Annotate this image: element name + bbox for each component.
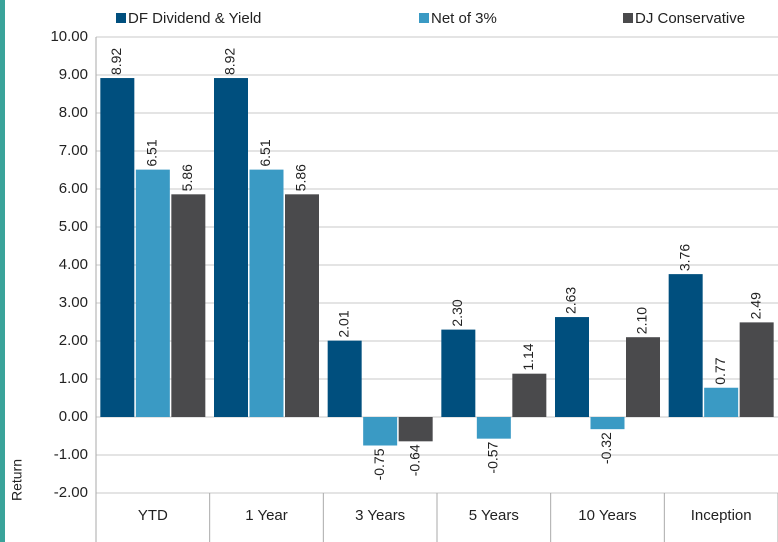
bar <box>171 194 206 417</box>
data-label: -0.32 <box>598 432 614 464</box>
y-tick-label: -2.00 <box>54 484 88 501</box>
data-label: -0.57 <box>485 441 501 473</box>
data-label: 2.10 <box>634 307 650 334</box>
legend-swatch <box>623 13 633 23</box>
legend-swatch <box>419 13 429 23</box>
data-label: 5.86 <box>179 164 195 191</box>
data-label: 1.14 <box>520 343 536 370</box>
y-tick-label: 7.00 <box>59 142 88 159</box>
bar <box>249 169 284 417</box>
y-axis-label: Return <box>9 459 25 501</box>
legend-swatch <box>116 13 126 23</box>
y-tick-label: 10.00 <box>50 28 88 45</box>
x-tick-label: 10 Years <box>578 507 636 524</box>
bar <box>398 417 433 442</box>
data-label: 2.30 <box>449 299 465 326</box>
bar <box>739 322 774 417</box>
data-label: 5.86 <box>293 164 309 191</box>
bar <box>555 317 589 417</box>
bar <box>476 417 511 439</box>
bar <box>285 194 319 417</box>
y-tick-label: 3.00 <box>59 294 88 311</box>
bar <box>668 274 703 417</box>
y-tick-label: 8.00 <box>59 104 88 121</box>
side-stripe <box>0 0 5 542</box>
legend-label: DJ Conservative <box>635 10 745 27</box>
y-tick-label: 4.00 <box>59 256 88 273</box>
data-label: 2.63 <box>563 287 579 314</box>
bar <box>590 417 625 430</box>
bar <box>327 340 362 417</box>
y-tick-label: 1.00 <box>59 370 88 387</box>
bar <box>626 337 660 417</box>
x-tick-label: Inception <box>691 507 752 524</box>
x-tick-label: 5 Years <box>469 507 519 524</box>
data-label: 2.01 <box>335 310 351 337</box>
y-tick-label: 5.00 <box>59 218 88 235</box>
bar <box>135 169 170 417</box>
x-tick-label: 1 Year <box>245 507 288 524</box>
data-label: 6.51 <box>257 139 273 166</box>
data-label: 2.49 <box>747 292 763 319</box>
bar <box>441 329 476 417</box>
bar <box>363 417 398 446</box>
data-label: -0.64 <box>406 444 422 476</box>
data-label: 8.92 <box>108 48 124 75</box>
y-tick-label: -1.00 <box>54 446 88 463</box>
data-label: 6.51 <box>144 139 160 166</box>
data-label: 8.92 <box>222 48 238 75</box>
bar <box>512 373 547 417</box>
data-label: 0.77 <box>712 357 728 384</box>
bar <box>214 78 248 417</box>
y-tick-label: 9.00 <box>59 66 88 83</box>
legend-label: DF Dividend & Yield <box>128 10 261 27</box>
bar <box>100 78 135 417</box>
y-tick-label: 2.00 <box>59 332 88 349</box>
data-label: -0.75 <box>371 448 387 480</box>
x-tick-label: YTD <box>138 507 168 524</box>
legend-label: Net of 3% <box>431 10 497 27</box>
bar <box>704 387 739 417</box>
y-tick-label: 0.00 <box>59 408 88 425</box>
y-tick-label: 6.00 <box>59 180 88 197</box>
x-tick-label: 3 Years <box>355 507 405 524</box>
data-label: 3.76 <box>676 244 692 271</box>
